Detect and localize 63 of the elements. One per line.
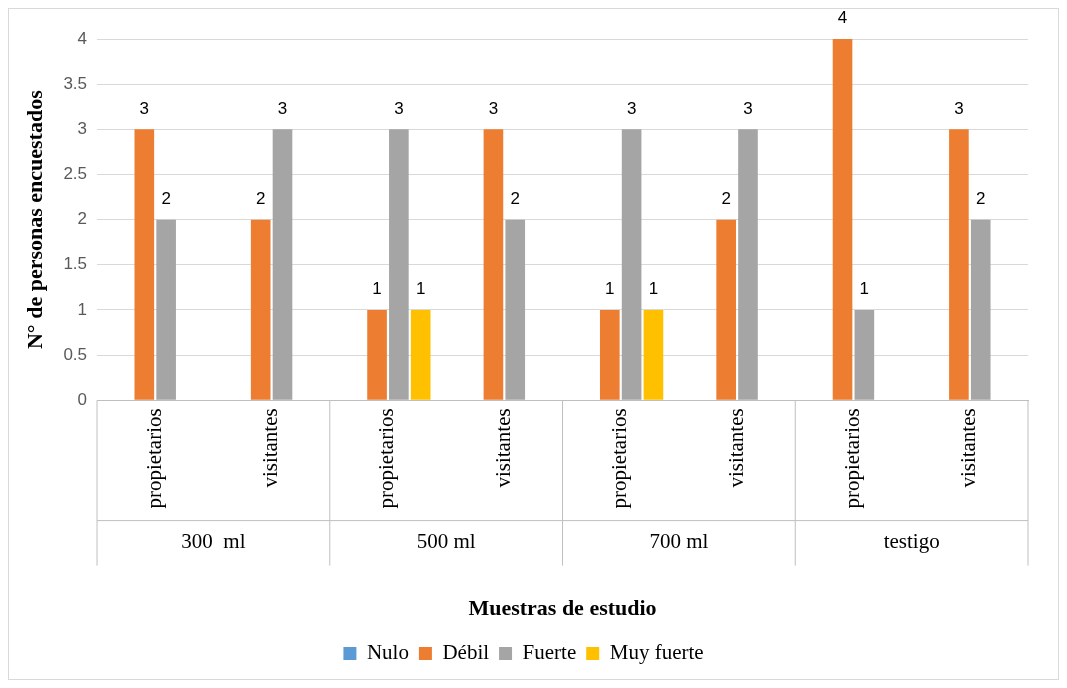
x-tick-label: propietarios — [141, 408, 166, 509]
x-axis-title: Muestras de estudio — [468, 595, 657, 621]
data-label: 3 — [954, 98, 964, 118]
y-tick-label: 0.5 — [63, 344, 88, 364]
data-label: 2 — [161, 188, 171, 208]
legend-label: Muy fuerte — [609, 640, 704, 665]
bar — [854, 309, 875, 400]
bar — [949, 129, 969, 400]
data-label: 3 — [488, 98, 499, 118]
data-label: 2 — [721, 188, 731, 208]
x-tick-label: visitantes — [490, 408, 515, 488]
data-label: 1 — [605, 279, 615, 299]
y-tick-label: 1 — [77, 299, 88, 319]
y-tick-label: 3 — [77, 119, 88, 139]
bar — [970, 219, 991, 400]
data-label: 1 — [859, 279, 870, 299]
bar — [272, 129, 293, 400]
y-axis-title: N° de personas encuestados — [21, 89, 47, 350]
y-tick-label: 3.5 — [63, 73, 88, 93]
y-tick-label: 2 — [77, 209, 88, 229]
x-tick-label: visitantes — [956, 408, 981, 488]
bar — [250, 219, 271, 400]
data-label: 3 — [743, 98, 753, 118]
legend-label: Fuerte — [522, 640, 577, 665]
bar — [621, 129, 642, 400]
y-tick-label: 4 — [77, 28, 88, 48]
x-tick-label: propietarios — [374, 408, 399, 509]
bar — [599, 309, 620, 400]
data-label: 4 — [837, 8, 848, 28]
data-label: 3 — [139, 98, 150, 118]
data-label: 2 — [975, 188, 986, 208]
data-label: 3 — [626, 98, 637, 118]
y-tick-label: 2.5 — [63, 164, 88, 184]
bar — [156, 219, 176, 400]
x-tick-label: propietarios — [839, 408, 864, 509]
data-label: 1 — [415, 279, 426, 299]
data-label: 1 — [372, 279, 382, 299]
text: 700 ml — [649, 529, 709, 554]
text: 500 ml — [416, 529, 476, 554]
bar — [716, 219, 736, 400]
text: 300 ml — [181, 529, 246, 554]
data-label: 2 — [255, 188, 266, 208]
bar — [483, 129, 504, 400]
data-label: 3 — [394, 98, 404, 118]
legend-label: Nulo — [366, 640, 409, 665]
x-tick-label: propietarios — [607, 408, 632, 509]
bar — [389, 129, 409, 400]
bar — [410, 309, 431, 400]
data-label: 2 — [510, 188, 520, 208]
x-tick-label: visitantes — [258, 408, 283, 488]
bar — [643, 309, 664, 400]
legend-label: Débil — [442, 640, 490, 665]
data-label: 3 — [277, 98, 288, 118]
data-label: 1 — [648, 279, 659, 299]
bar — [134, 129, 155, 400]
bar — [505, 219, 526, 400]
y-tick-label: 0 — [77, 389, 88, 409]
bar — [832, 39, 853, 400]
x-tick-label: visitantes — [723, 408, 748, 488]
bar — [367, 309, 387, 400]
bar — [738, 129, 758, 400]
y-tick-label: 1.5 — [63, 254, 88, 274]
text: testigo — [883, 529, 940, 554]
